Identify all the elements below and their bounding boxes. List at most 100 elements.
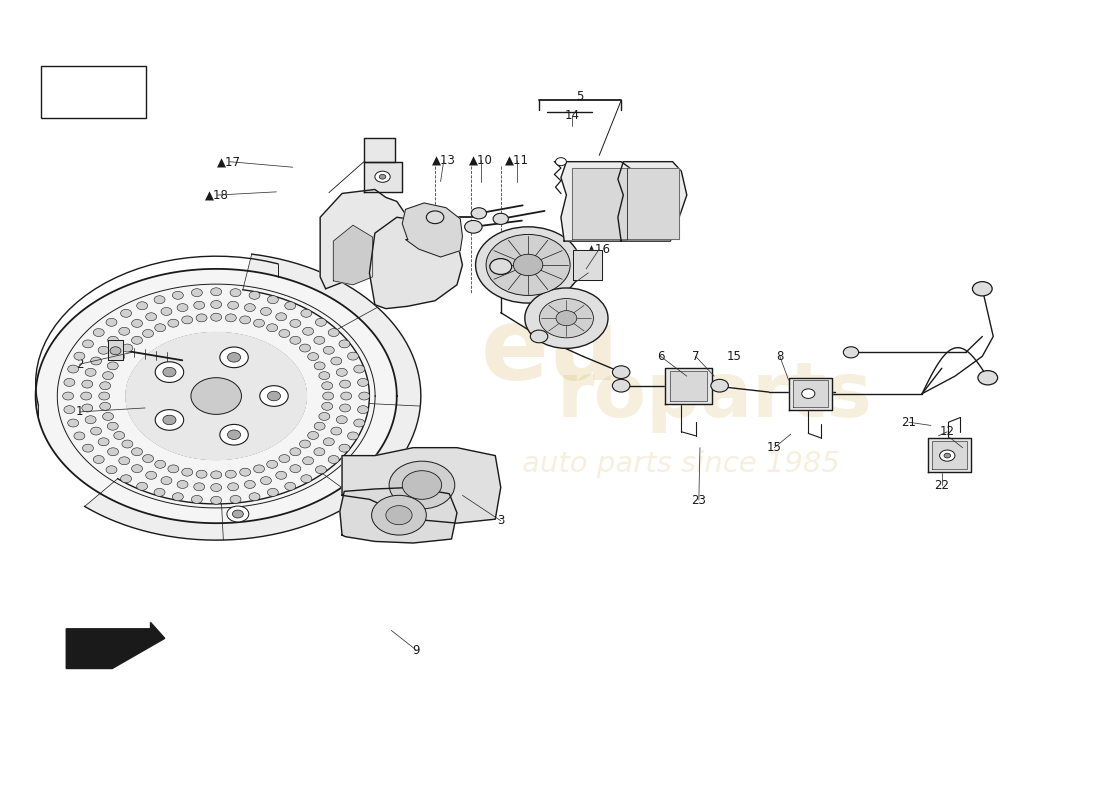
Circle shape — [85, 368, 96, 376]
Circle shape — [464, 221, 482, 233]
Circle shape — [64, 378, 75, 386]
Circle shape — [98, 438, 109, 446]
Text: 2: 2 — [76, 358, 84, 370]
Circle shape — [108, 336, 119, 344]
Circle shape — [121, 310, 132, 318]
Circle shape — [211, 288, 222, 296]
Circle shape — [254, 465, 264, 473]
Circle shape — [100, 402, 111, 410]
Circle shape — [944, 454, 950, 458]
Circle shape — [100, 382, 111, 390]
Circle shape — [191, 495, 202, 503]
Text: 22: 22 — [934, 478, 949, 491]
Polygon shape — [342, 448, 500, 523]
Circle shape — [339, 340, 350, 348]
Circle shape — [211, 471, 222, 479]
Circle shape — [163, 415, 176, 425]
Circle shape — [266, 324, 277, 332]
Circle shape — [493, 214, 508, 225]
Circle shape — [276, 471, 287, 479]
Circle shape — [220, 347, 249, 368]
Polygon shape — [35, 269, 397, 523]
Circle shape — [168, 465, 179, 473]
Circle shape — [230, 495, 241, 503]
Circle shape — [177, 304, 188, 311]
Circle shape — [322, 392, 333, 400]
Circle shape — [299, 344, 310, 352]
Circle shape — [173, 291, 184, 299]
Circle shape — [308, 353, 319, 361]
Circle shape — [315, 362, 326, 370]
Circle shape — [301, 310, 311, 318]
Circle shape — [191, 289, 202, 297]
Polygon shape — [85, 254, 421, 540]
Circle shape — [539, 298, 593, 338]
Circle shape — [228, 353, 241, 362]
Circle shape — [556, 310, 576, 326]
Circle shape — [276, 313, 287, 321]
Polygon shape — [932, 441, 967, 469]
Circle shape — [249, 291, 260, 299]
Circle shape — [354, 365, 365, 373]
Polygon shape — [340, 487, 456, 543]
Circle shape — [331, 427, 342, 435]
Text: ▲11: ▲11 — [505, 154, 529, 166]
Circle shape — [978, 370, 998, 385]
Text: 5: 5 — [576, 90, 583, 103]
Circle shape — [244, 304, 255, 311]
FancyBboxPatch shape — [41, 66, 146, 118]
Circle shape — [302, 327, 313, 335]
Circle shape — [386, 506, 412, 525]
Circle shape — [108, 422, 118, 430]
Circle shape — [285, 482, 296, 490]
Circle shape — [348, 432, 359, 440]
Circle shape — [194, 302, 205, 310]
Text: ▲ = 4: ▲ = 4 — [74, 85, 113, 98]
Circle shape — [211, 484, 222, 491]
Circle shape — [261, 477, 272, 485]
Circle shape — [230, 289, 241, 297]
Circle shape — [337, 416, 348, 424]
Circle shape — [323, 438, 334, 446]
Circle shape — [68, 365, 78, 373]
Text: roparts: roparts — [557, 359, 872, 433]
Circle shape — [244, 481, 255, 489]
Circle shape — [285, 302, 296, 310]
Circle shape — [299, 440, 310, 448]
Circle shape — [68, 419, 78, 427]
Circle shape — [106, 318, 117, 326]
Text: 1: 1 — [76, 406, 84, 418]
Circle shape — [279, 330, 289, 338]
Circle shape — [132, 319, 143, 327]
Circle shape — [267, 488, 278, 496]
Circle shape — [155, 460, 166, 468]
Text: ▲10: ▲10 — [469, 154, 493, 166]
Circle shape — [211, 314, 222, 321]
Polygon shape — [561, 162, 638, 241]
Circle shape — [85, 416, 96, 424]
Circle shape — [556, 158, 566, 166]
Polygon shape — [793, 380, 828, 407]
Circle shape — [711, 379, 728, 392]
Text: 15: 15 — [726, 350, 741, 363]
Circle shape — [232, 510, 243, 518]
Circle shape — [802, 389, 815, 398]
Circle shape — [254, 319, 264, 327]
Circle shape — [308, 431, 319, 439]
Circle shape — [211, 496, 222, 504]
Circle shape — [321, 402, 332, 410]
Circle shape — [82, 340, 94, 348]
Circle shape — [315, 422, 326, 430]
Text: 15: 15 — [955, 441, 970, 454]
Polygon shape — [627, 168, 679, 238]
Circle shape — [64, 406, 75, 414]
Circle shape — [161, 307, 172, 315]
Circle shape — [122, 344, 133, 352]
Circle shape — [379, 174, 386, 179]
Circle shape — [211, 301, 222, 309]
Circle shape — [323, 346, 334, 354]
Circle shape — [90, 427, 101, 435]
Text: 3: 3 — [497, 514, 505, 527]
Circle shape — [279, 454, 289, 462]
Circle shape — [319, 372, 330, 379]
